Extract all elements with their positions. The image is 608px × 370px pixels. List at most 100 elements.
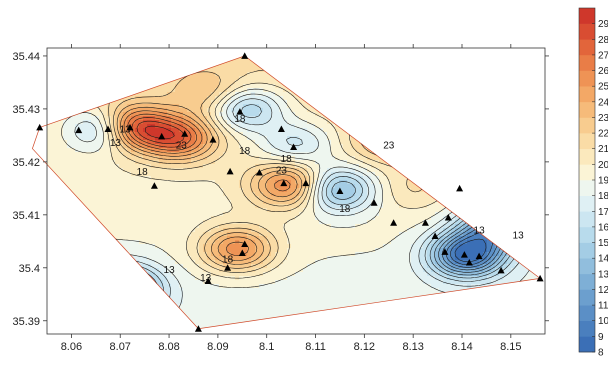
station-marker [302,179,310,187]
station-marker [460,251,468,258]
colorbar-label: 11 [598,301,608,312]
station-marker [336,187,344,194]
x-tick-label: 8.06 [61,341,82,353]
colorbar-cell [579,148,595,165]
y-tick-label: 35.43 [12,104,40,116]
colorbar-cell [579,336,595,353]
colorbar-label: 17 [598,207,608,218]
colorbar-cell [579,54,595,71]
station-marker [456,184,464,192]
colorbar-cell [579,226,595,243]
station-marker [255,169,263,176]
y-tick-label: 35.41 [12,210,40,222]
station-marker [431,232,439,239]
y-tick-label: 35.4 [19,263,40,275]
contour-label: 13 [474,225,486,236]
colorbar-label: 23 [598,113,608,124]
colorbar-label: 25 [598,82,608,93]
colorbar-cell [579,195,595,212]
contour-label: 13 [513,231,525,242]
contour-fill [47,55,541,329]
station-marker [475,252,483,260]
station-marker [158,132,166,140]
colorbar-label: 12 [598,285,608,296]
y-tick-label: 35.42 [12,157,40,169]
station-marker [444,214,452,221]
contour-label: 23 [383,141,395,152]
station-marker [280,179,288,187]
station-marker [441,248,449,255]
station-marker [390,219,398,226]
station-marker [241,52,249,59]
y-tick-label: 35.39 [12,316,40,328]
colorbar-cell [579,273,595,290]
colorbar-label: 9 [598,332,604,343]
y-tick-label: 35.44 [12,51,40,63]
station-marker [126,123,134,131]
colorbar-cell [579,289,595,306]
colorbar-label: 20 [598,160,608,171]
station-marker [150,182,158,189]
station-marker [75,126,83,134]
station-markers [36,52,544,332]
station-marker [226,167,234,175]
colorbar-label: 24 [598,97,608,108]
station-marker [104,125,112,132]
colorbar-cell [579,305,595,322]
station-marker [421,219,429,226]
plot-frame [46,47,546,335]
colorbar-label: 21 [598,144,608,155]
station-marker [497,266,505,274]
station-marker [277,125,285,132]
colorbar-cell [579,70,595,87]
x-tick-label: 8.12 [354,341,375,353]
contour-label: 18 [281,154,293,165]
station-marker [181,130,189,137]
contour-label: 18 [137,167,149,178]
contour-label: 13 [164,265,176,276]
contour-label: 18 [234,114,246,125]
contour-label: 13 [120,125,132,136]
colorbar-label: 22 [598,129,608,140]
colorbar-cell [579,211,595,228]
station-marker [209,136,217,143]
colorbar-cell [579,101,595,118]
colorbar: 8 9 10 11 12 13 14 15 16 17 18 19 20 21 22 23 24 25 26 27 28… [578,7,608,359]
contour-label: 18 [239,146,251,157]
station-marker [224,264,232,271]
colorbar-cell [579,242,595,259]
contour-label: 23 [176,141,188,152]
colorbar-label: 15 [598,238,608,249]
data-boundary [32,55,541,330]
colorbar-label: 8 [598,348,604,359]
x-tick-label: 8.08 [158,341,179,353]
colorbar-cell [579,320,595,337]
colorbar-cell [579,23,595,40]
colorbar-cell [579,133,595,150]
colorbar-label: 29 [598,19,608,30]
colorbar-label: 26 [598,66,608,77]
x-tick-label: 8.13 [402,341,423,353]
colorbar-label: 28 [598,35,608,46]
station-marker [204,277,212,284]
station-marker [370,199,378,206]
colorbar-label: 13 [598,269,608,280]
station-marker [236,108,244,115]
contour-label: 13 [200,273,212,284]
station-marker [238,249,246,256]
colorbar-cell [579,180,595,196]
colorbar-cell [579,164,595,181]
colorbar-cell [579,86,595,103]
x-tick-label: 8.1 [259,341,274,353]
contour-label: 23 [276,166,288,177]
station-marker [36,123,44,131]
colorbar-label: 18 [598,191,608,202]
colorbar-label: 27 [598,50,608,61]
colorbar-cell [579,117,595,134]
colorbar-cell [579,39,595,56]
contour-label: 13 [110,138,122,149]
station-marker [241,240,249,247]
colorbar-label: 19 [598,176,608,187]
